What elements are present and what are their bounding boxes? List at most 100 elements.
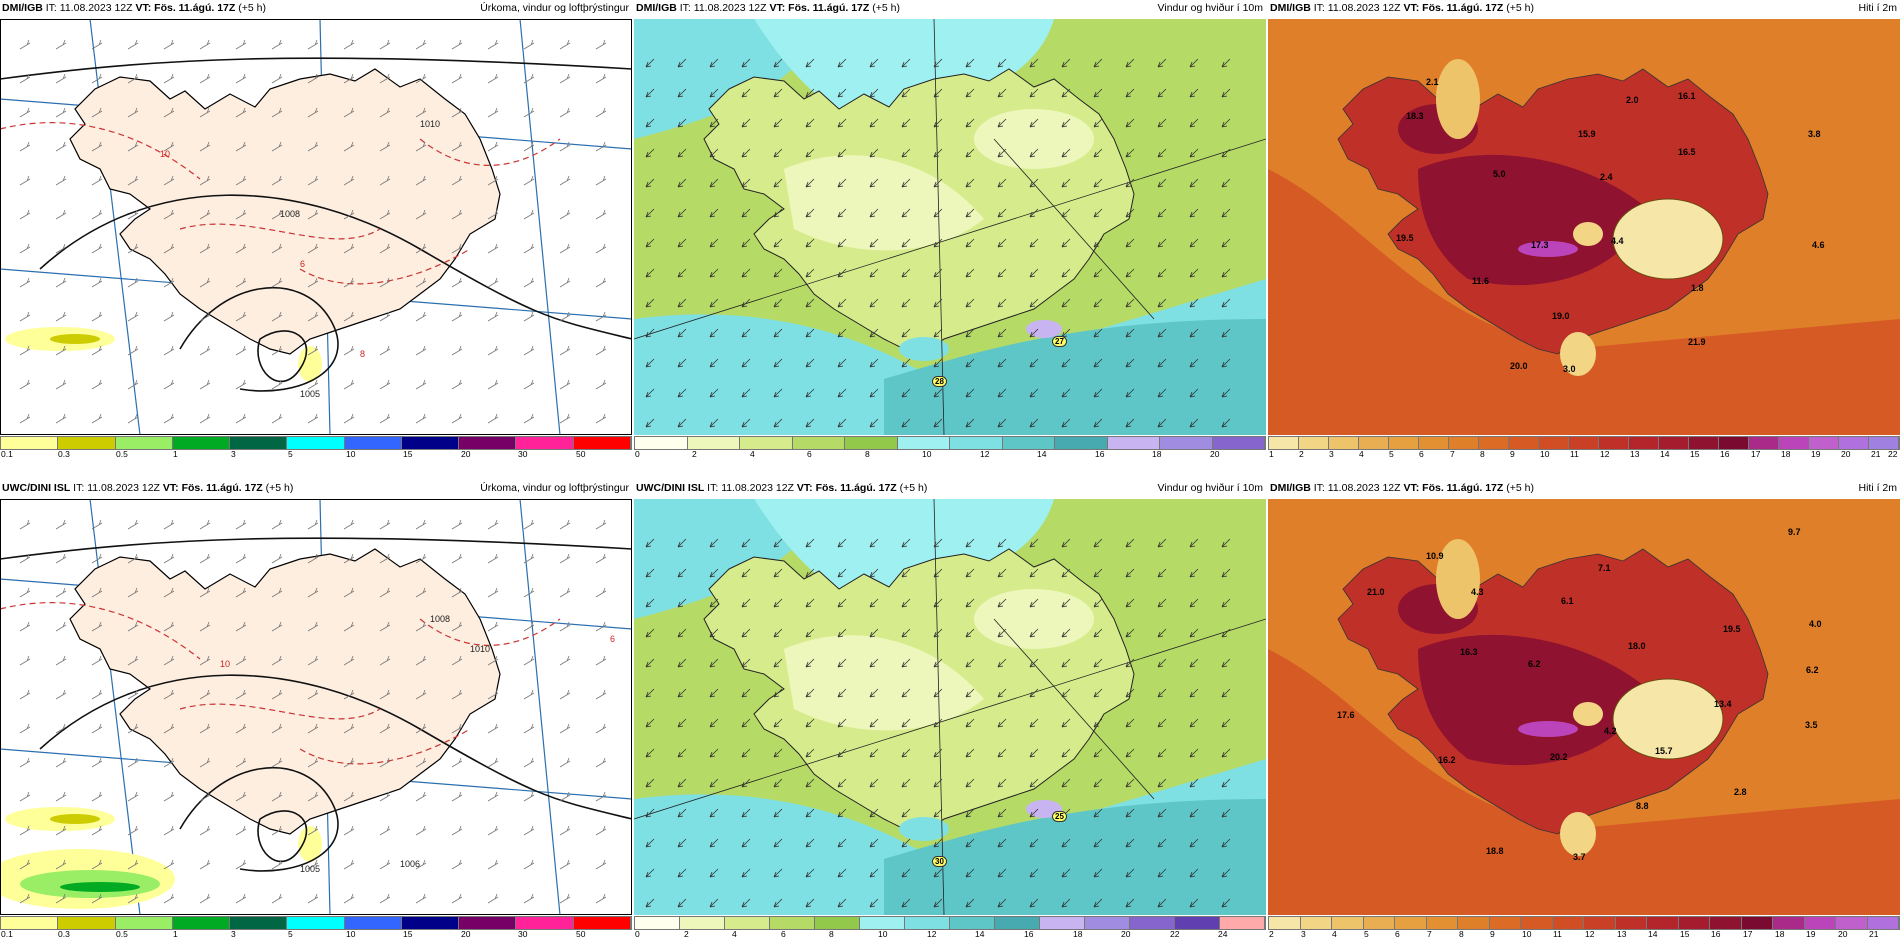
wind-arrow	[773, 688, 783, 698]
map-area[interactable]: 9.7 10.9 21.0 4.3 7.1 6.1 19.5 4.0 16.3 6.2 18.0 6.…	[1268, 499, 1900, 915]
color-scale: 0.1 0.3 0.5 1 3 5 10 15 20 30 50	[0, 436, 632, 459]
wind-arrow	[805, 178, 815, 188]
scale-tick-label: 21	[1871, 449, 1881, 459]
wind-arrow	[677, 148, 687, 158]
contour-label: 1005	[300, 389, 321, 399]
wind-arrow	[805, 898, 815, 908]
wind-arrow	[965, 598, 975, 608]
color-swatch	[1, 437, 59, 449]
color-scale: 0.1 0.3 0.5 1 3 5 10 15 20 30 50	[0, 916, 632, 939]
wind-barb	[127, 519, 139, 530]
it-label: IT:	[707, 482, 719, 494]
wind-barb	[199, 345, 211, 356]
temperature-label: 10.9	[1426, 551, 1444, 561]
wind-arrow	[1029, 388, 1039, 398]
wind-arrow	[933, 748, 943, 758]
wind-arrow	[1093, 268, 1103, 278]
wind-arrow	[709, 118, 719, 128]
wind-barb	[55, 621, 67, 632]
wind-barb	[199, 621, 211, 632]
map-area[interactable]: 1010 1008 1005 10 8 6	[0, 19, 632, 435]
wind-barb	[451, 621, 463, 632]
wind-arrow	[1029, 718, 1039, 728]
wind-barb	[523, 413, 535, 424]
wind-arrow	[837, 778, 847, 788]
wind-arrow	[1221, 538, 1231, 548]
color-swatch	[459, 917, 517, 929]
wind-arrow	[677, 418, 687, 428]
wind-barb	[559, 73, 571, 84]
wind-barb	[379, 519, 391, 530]
precip-area	[50, 334, 100, 344]
wind-barb	[19, 209, 31, 220]
map-area[interactable]: 2.1 16.1 18.3 2.0 15.9 16.5 3.8 5.0 2.4 19.5 17.3 4…	[1268, 19, 1900, 435]
wind-barb	[307, 791, 319, 802]
wind-arrow	[837, 58, 847, 68]
wind-arrow	[1061, 358, 1071, 368]
wind-barb	[271, 175, 283, 186]
wind-arrow	[1189, 598, 1199, 608]
wind-arrow	[773, 118, 783, 128]
color-swatch	[1489, 917, 1521, 929]
map-area[interactable]: 1010 1008 1005 1006 10 6	[0, 499, 632, 915]
wind-arrow	[1157, 538, 1167, 548]
wind-barb	[271, 587, 283, 598]
wind-arrow	[869, 568, 879, 578]
wind-barb	[523, 791, 535, 802]
wind-barb	[559, 209, 571, 220]
wind-barb	[379, 723, 391, 734]
wind-arrow	[1061, 298, 1071, 308]
scale-tick-label: 12	[1585, 929, 1595, 939]
temperature-label: 4.4	[1611, 236, 1624, 246]
wind-barb	[127, 859, 139, 870]
wind-arrow	[805, 778, 815, 788]
wind-barb	[559, 413, 571, 424]
scale-tick-label: 14	[1660, 449, 1670, 459]
wind-barb	[199, 893, 211, 904]
wind-arrow	[741, 298, 751, 308]
wind-arrow	[869, 658, 879, 668]
wind-arrow	[901, 298, 911, 308]
color-swatch	[1055, 437, 1108, 449]
wind-barb	[19, 621, 31, 632]
map-area[interactable]: 25 30	[634, 499, 1266, 915]
wind-arrow	[677, 838, 687, 848]
wind-barb	[451, 209, 463, 220]
wind-barb	[271, 621, 283, 632]
wind-arrow	[965, 898, 975, 908]
temperature-label: 11.6	[1472, 276, 1490, 286]
wind-field-area	[884, 799, 1266, 915]
wind-arrow	[1061, 718, 1071, 728]
wind-arrow	[677, 718, 687, 728]
scale-tick-label: 50	[576, 449, 586, 459]
scale-tick-label: 18	[1073, 929, 1083, 939]
temperature-label: 21.0	[1367, 587, 1385, 597]
wind-arrow	[709, 688, 719, 698]
wind-arrow	[805, 628, 815, 638]
wind-barb	[19, 825, 31, 836]
wind-arrow	[1157, 838, 1167, 848]
wind-barb	[343, 73, 355, 84]
wind-arrow	[869, 778, 879, 788]
map-area[interactable]: 27 28	[634, 19, 1266, 435]
wind-barb	[379, 587, 391, 598]
wind-arrow	[741, 358, 751, 368]
wind-barb	[487, 311, 499, 322]
scale-tick-label: 10	[922, 449, 932, 459]
wind-arrow	[997, 148, 1007, 158]
wind-barb	[307, 107, 319, 118]
wind-barb	[307, 655, 319, 666]
wind-barb	[595, 413, 607, 424]
temperature-label: 15.9	[1578, 129, 1596, 139]
wind-barb	[595, 859, 607, 870]
forecast-step: (+5 h)	[899, 482, 928, 494]
wind-barb	[55, 311, 67, 322]
wind-barb	[55, 277, 67, 288]
wind-arrow	[1189, 88, 1199, 98]
isobar-line	[257, 330, 308, 383]
wind-arrow	[1061, 268, 1071, 278]
wind-barb	[199, 723, 211, 734]
contour-label: 1010	[470, 644, 491, 654]
scale-tick-label: 17	[1743, 929, 1753, 939]
wind-barb	[235, 519, 247, 530]
